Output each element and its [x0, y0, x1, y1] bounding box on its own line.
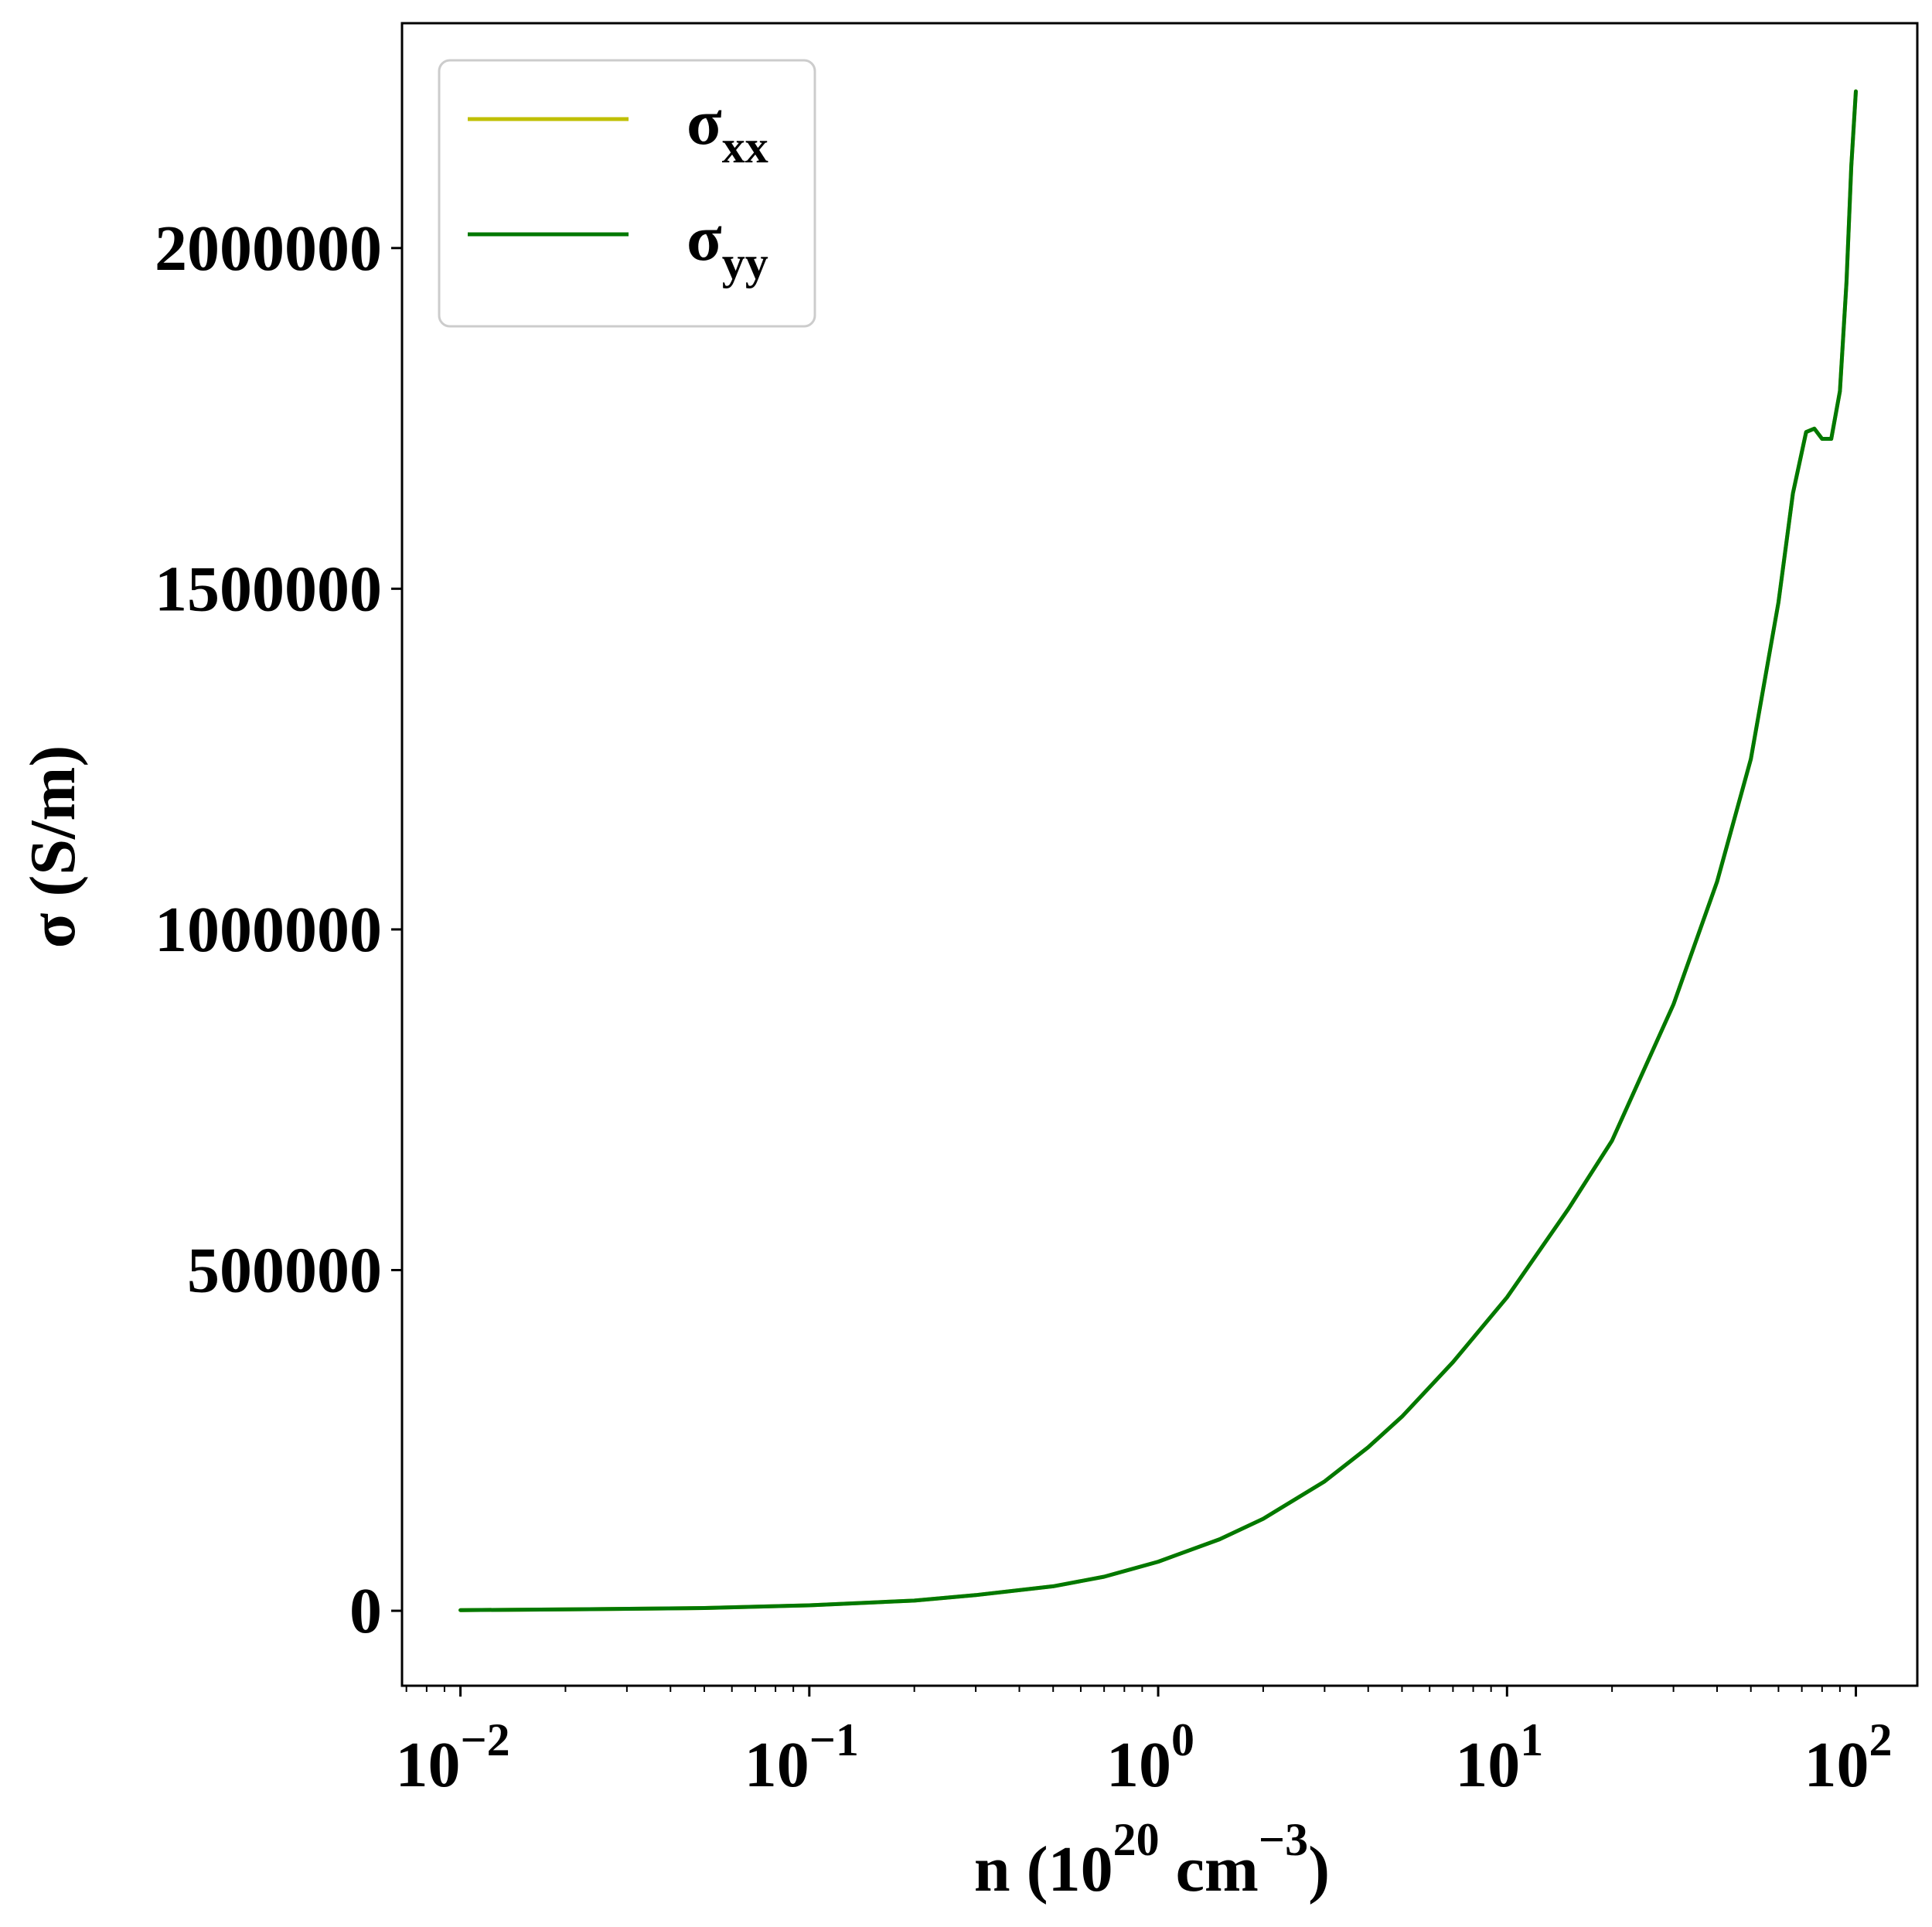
y-axis-label: σ (S/m) [17, 745, 89, 949]
x-axis-label-exp-2: −3 [1259, 1814, 1308, 1865]
legend-label-sigma-yy: σyy [687, 203, 768, 288]
x-tick-label-base: 10 [1106, 1729, 1171, 1801]
y-tick-label: 1500000 [155, 553, 382, 625]
legend: σxx σyy [438, 59, 816, 328]
x-axis-label: n (1020 cm−3) [974, 1814, 1330, 1905]
series-layer [458, 89, 1858, 1612]
x-tick-label: 101 [1455, 1714, 1543, 1801]
x-tick-label-base: 10 [1804, 1729, 1869, 1801]
legend-label-sigma-xx: σxx [687, 87, 768, 172]
y-tick-label: 2000000 [155, 213, 382, 285]
x-tick-label-exponent: −2 [460, 1714, 509, 1765]
legend-label-sigma-yy-symbol: σ [687, 203, 722, 275]
x-tick-label-exponent: 0 [1171, 1714, 1194, 1765]
x-tick-label: 100 [1106, 1714, 1194, 1801]
x-axis-label-mid: cm [1160, 1833, 1259, 1905]
x-tick-label-exponent: 1 [1520, 1714, 1543, 1765]
x-tick-label-exponent: 2 [1869, 1714, 1893, 1765]
x-axis-label-pre: n (10 [974, 1833, 1113, 1905]
y-tick-label: 1000000 [155, 894, 382, 966]
x-tick-label-exponent: −1 [809, 1714, 859, 1765]
x-tick-label: 102 [1804, 1714, 1893, 1801]
x-tick-label-base: 10 [1455, 1729, 1520, 1801]
legend-label-sigma-yy-subscript: yy [722, 237, 768, 288]
x-tick-label: 10−2 [395, 1714, 509, 1801]
legend-label-sigma-xx-symbol: σ [687, 87, 722, 159]
x-tick-label-base: 10 [395, 1729, 460, 1801]
y-tick-label: 500000 [187, 1235, 382, 1307]
x-tick-label: 10−1 [745, 1714, 859, 1801]
x-axis-label-exp-1: 20 [1113, 1814, 1160, 1865]
x-axis-label-post: ) [1308, 1833, 1330, 1905]
legend-frame [438, 59, 816, 328]
y-tick-label: 0 [349, 1575, 382, 1647]
axes [400, 22, 1919, 1687]
legend-label-sigma-xx-subscript: xx [722, 121, 768, 172]
plot-frame [400, 22, 1919, 1687]
series-line-sigma-yy [458, 89, 1858, 1612]
x-tick-label-base: 10 [745, 1729, 809, 1801]
